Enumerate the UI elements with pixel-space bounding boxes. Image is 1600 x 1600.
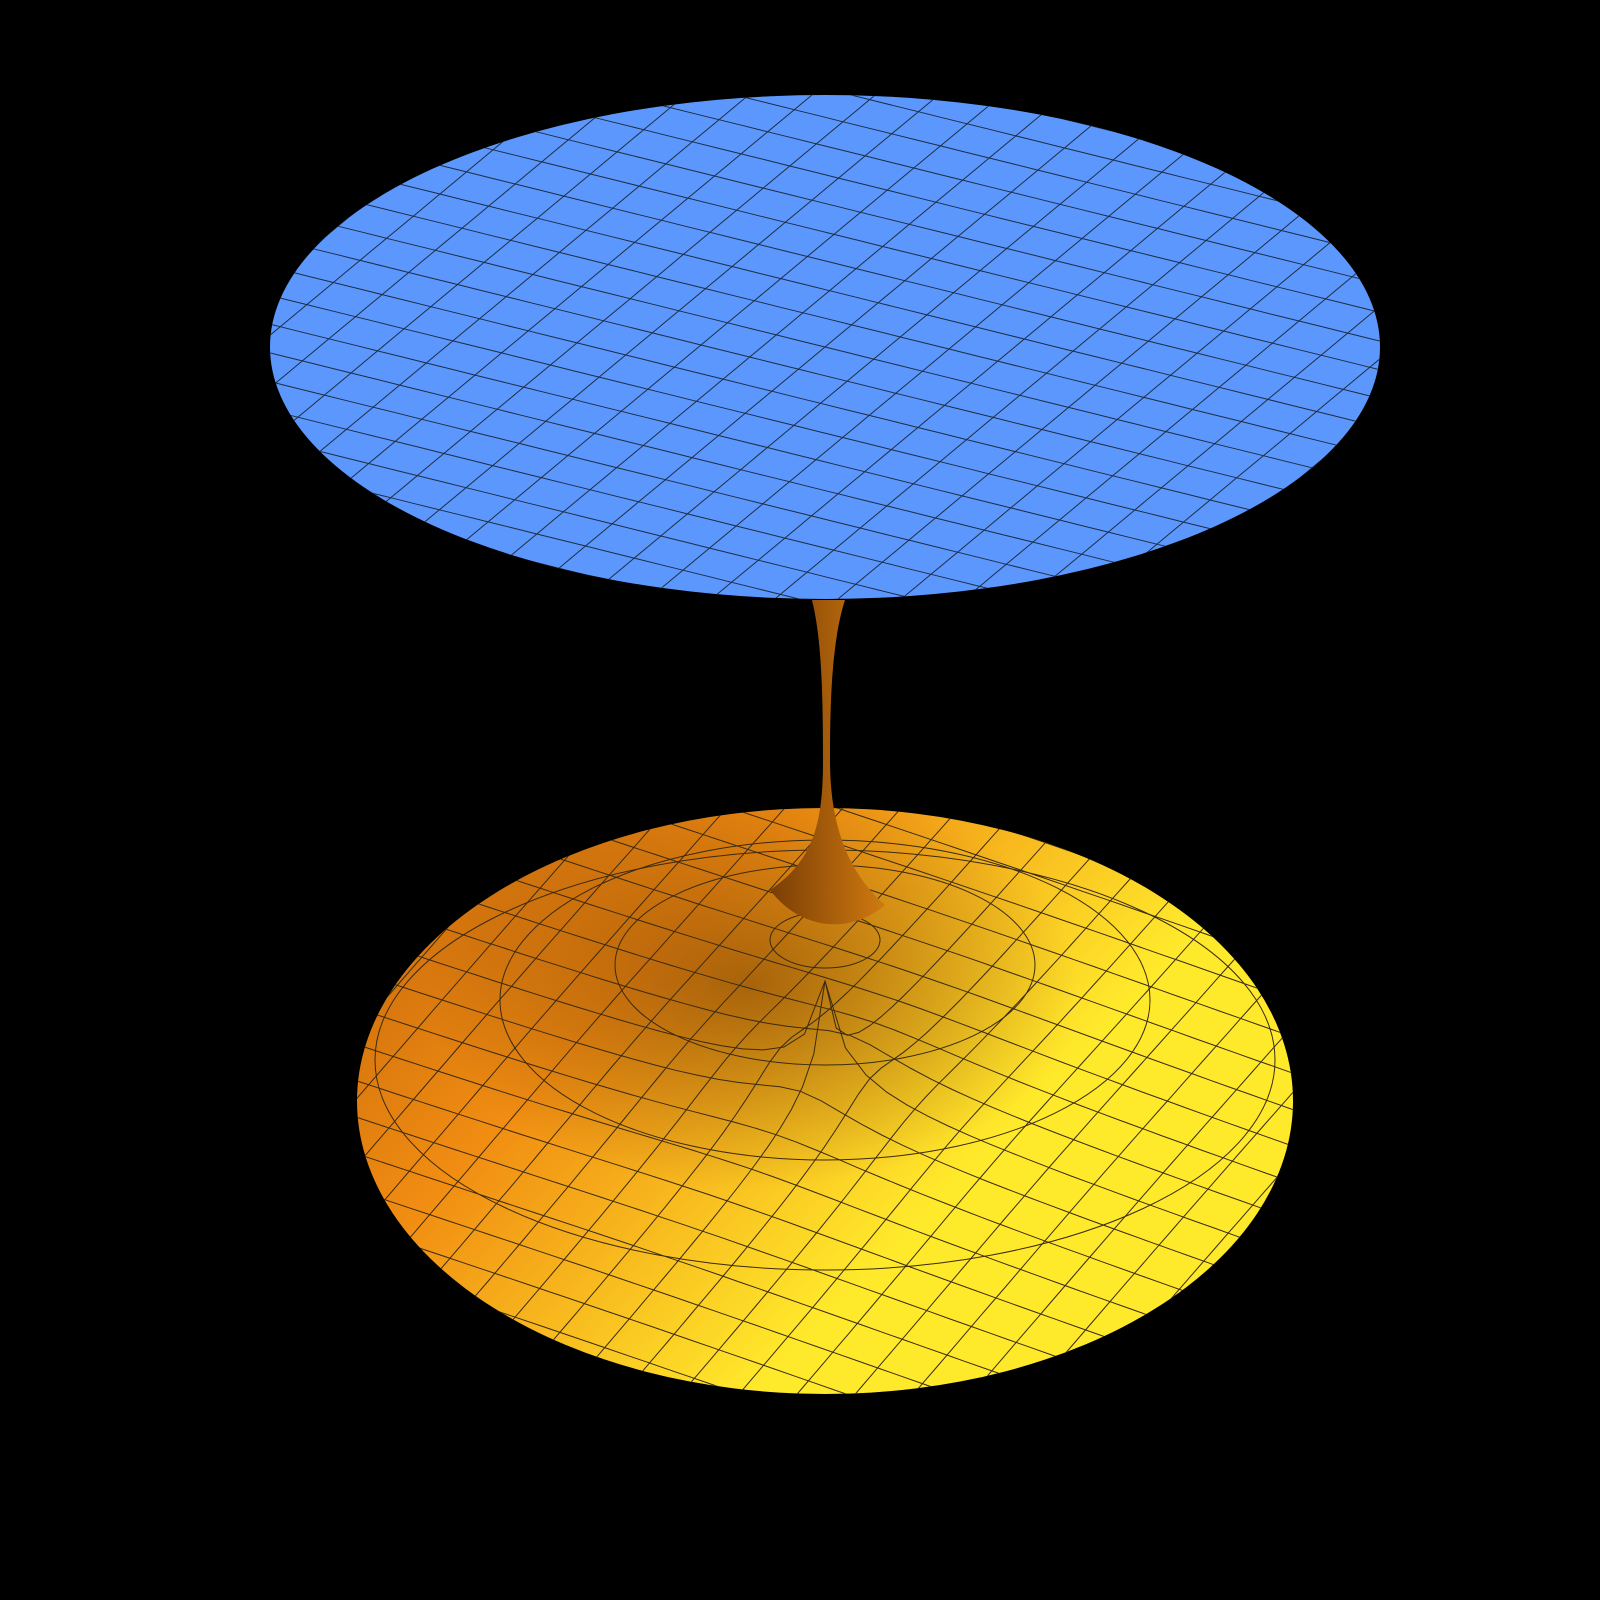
mesh-line (756, 808, 1293, 1394)
mesh-line (717, 95, 1380, 599)
bottom-sheet (357, 808, 1293, 1394)
mesh-line (801, 818, 1293, 1394)
throat-surface (770, 600, 885, 925)
mesh-line (270, 95, 884, 595)
mesh-line (357, 808, 804, 1362)
mesh-line (863, 123, 1380, 599)
mesh-line (815, 111, 1380, 599)
mesh-line (357, 808, 849, 1377)
mesh-line (270, 95, 787, 571)
mesh-line (357, 808, 894, 1392)
top-sheet (270, 95, 1380, 599)
mesh-line (270, 95, 933, 599)
mesh-line (846, 834, 1293, 1394)
mesh-line (766, 99, 1380, 599)
mesh-line (357, 808, 759, 1346)
mesh-line (891, 849, 1293, 1394)
mesh-line (270, 95, 835, 583)
